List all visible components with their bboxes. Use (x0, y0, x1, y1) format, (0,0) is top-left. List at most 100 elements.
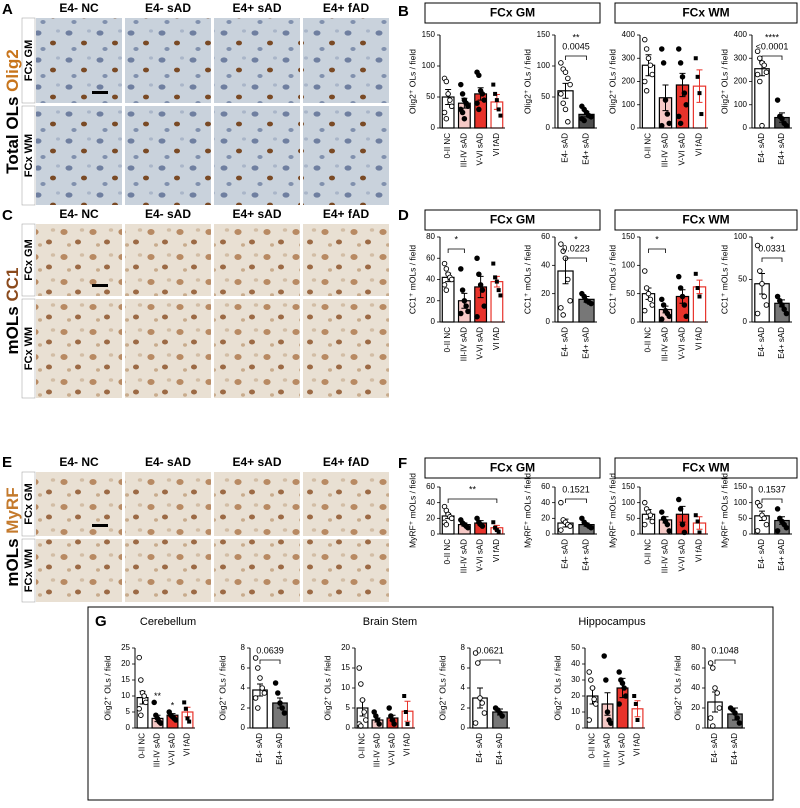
y-tick-label: 50 (626, 513, 635, 522)
y-tick-label: 20 (541, 513, 550, 522)
y-tick-label: 60 (541, 232, 550, 241)
data-point (681, 302, 688, 308)
title-text: mOLs (3, 306, 22, 354)
data-point (441, 109, 448, 116)
data-point (664, 521, 671, 528)
x-tick-label: V-VI sAD (618, 733, 627, 766)
annotation: 0.1048 (711, 645, 739, 655)
data-point (187, 719, 192, 724)
data-point (474, 313, 480, 320)
y-tick-label: 40 (691, 683, 700, 692)
data-point (754, 48, 761, 55)
data-point (660, 302, 667, 308)
y-tick-label: 20 (426, 296, 435, 305)
data-point (182, 700, 187, 705)
data-point (757, 503, 763, 509)
data-point (635, 718, 640, 722)
y-axis-label: CC1⁺ mOLs / field (607, 245, 617, 314)
data-point (754, 242, 761, 249)
y-tick-label: 0 (546, 529, 551, 538)
annotation: ** (572, 32, 580, 42)
data-point (441, 260, 448, 267)
significance-bracket (479, 659, 501, 664)
group-header-box (424, 209, 601, 231)
data-point (589, 685, 596, 691)
data-point (632, 694, 637, 698)
data-point (443, 78, 450, 85)
significance-bracket (259, 659, 281, 664)
micrograph (214, 224, 300, 296)
data-point (774, 293, 781, 300)
data-point (761, 515, 767, 522)
data-point (498, 293, 503, 298)
y-tick-label: 0 (241, 723, 246, 732)
data-point (491, 520, 496, 525)
micrograph (125, 472, 211, 536)
data-point (259, 685, 265, 691)
stain-name: Olig2 (3, 49, 22, 92)
data-point (593, 701, 599, 707)
data-point (443, 115, 450, 122)
data-point (659, 122, 665, 129)
data-point (448, 515, 455, 522)
data-point (586, 669, 592, 675)
data-point (477, 282, 484, 288)
stain-name: CC1 (3, 268, 22, 302)
data-point (479, 700, 485, 706)
micrograph (303, 539, 389, 602)
data-point (491, 261, 496, 266)
data-point (560, 312, 566, 318)
data-point (754, 310, 761, 317)
y-tick-label: 300 (734, 53, 748, 62)
data-point (138, 712, 144, 718)
x-tick-label: VI fAD (695, 133, 704, 156)
y-tick-label: 0 (431, 317, 436, 326)
data-point (759, 122, 765, 129)
data-point (277, 700, 283, 706)
scale-bar (92, 284, 108, 287)
annotation: 0.0223 (562, 243, 590, 253)
y-tick-label: 30 (571, 675, 580, 684)
group-header-box (614, 2, 798, 24)
y-axis-label: Olig2⁺ OLs / field (522, 49, 532, 114)
x-tick-label: VI fAD (695, 539, 704, 562)
y-tick-label: 20 (691, 703, 700, 712)
data-point (558, 241, 564, 247)
data-point (173, 717, 179, 723)
data-point (757, 78, 763, 85)
data-point (732, 710, 738, 716)
y-tick-label: 0 (631, 317, 636, 326)
y-tick-label: 60 (426, 253, 435, 262)
y-tick-label: 100 (734, 232, 748, 241)
group-header: FCx WM (682, 213, 729, 227)
data-point (681, 90, 688, 96)
image-column-label: E4- sAD (145, 1, 191, 15)
x-tick-label: V-VI sAD (678, 539, 687, 572)
data-point (479, 523, 486, 529)
x-tick-label: III-IV sAD (603, 733, 612, 767)
image-column-label: E4- NC (59, 455, 99, 469)
significance-bracket (761, 55, 783, 60)
data-point (662, 97, 669, 103)
image-column-label: E4+ sAD (232, 455, 281, 469)
x-tick-label: V-VI sAD (476, 327, 485, 360)
panel-letter: C (2, 207, 13, 224)
data-point (493, 525, 498, 530)
y-tick-label: 6 (461, 663, 466, 672)
data-point (642, 268, 648, 274)
y-tick-label: 0 (743, 123, 748, 132)
stain-title: mOLs CC1 (3, 268, 22, 355)
data-point (677, 506, 684, 512)
data-point (777, 298, 783, 304)
data-point (591, 696, 597, 702)
data-point (458, 81, 464, 88)
data-point (693, 271, 698, 276)
row-label-box (21, 105, 36, 206)
y-tick-label: 0 (576, 723, 581, 732)
significance-bracket (447, 498, 498, 503)
annotation: * (171, 700, 175, 710)
data-point (565, 119, 571, 125)
y-tick-label: 50 (571, 643, 580, 652)
y-tick-label: 40 (541, 260, 550, 269)
data-point (783, 524, 790, 531)
